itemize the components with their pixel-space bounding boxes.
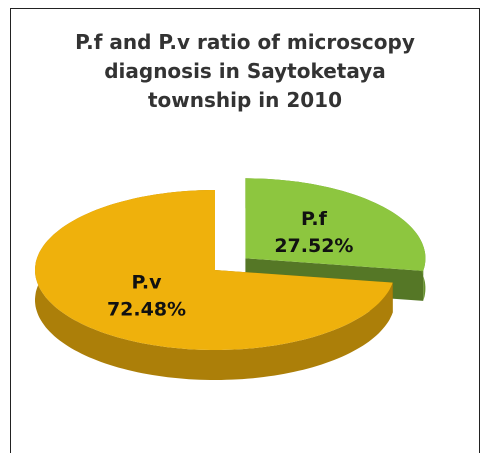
slice-label: P.f — [301, 208, 328, 230]
slice — [245, 178, 426, 271]
chart-title: P.f and P.v ratio of microscopy diagnosi… — [75, 30, 415, 112]
slice-value-label: 72.48% — [107, 298, 186, 320]
slice — [35, 190, 393, 350]
slice-label: P.v — [132, 271, 163, 293]
chart-frame — [10, 8, 480, 453]
slice-value-label: 27.52% — [274, 235, 353, 257]
